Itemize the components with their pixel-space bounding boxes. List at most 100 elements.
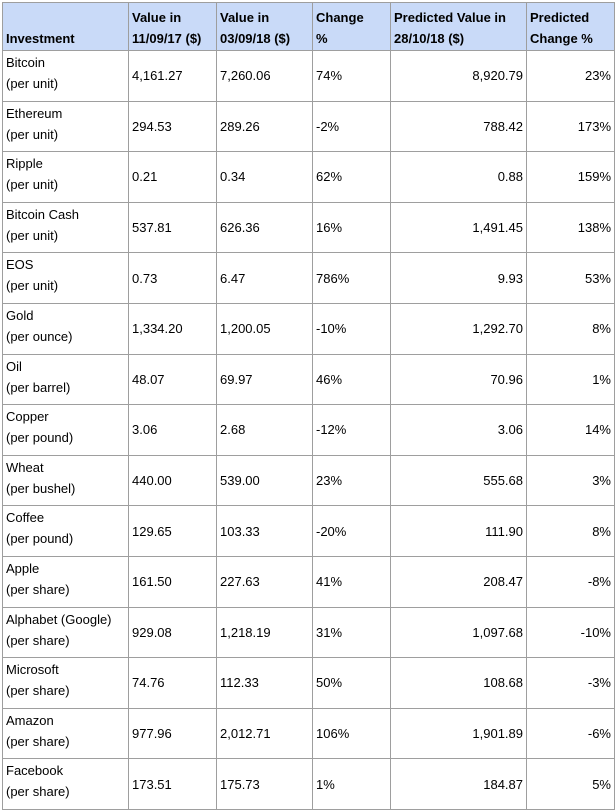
value-cell: 2,012.71 <box>216 707 313 760</box>
table-row: Ethereum (per unit) 294.53 289.26 -2% 788.42 1… <box>2 100 615 153</box>
value-cell: 111.90 <box>390 505 527 557</box>
value-cell: 74% <box>312 50 391 102</box>
value-cell: 46% <box>312 353 391 406</box>
cell-text: (per pound) <box>6 430 74 446</box>
value-cell: -20% <box>312 505 391 557</box>
table-body: Bitcoin (per unit) 4,161.27 7,260.06 74% 8,92… <box>2 50 615 810</box>
cell-text: 0.21 <box>132 169 158 185</box>
cell-text: 50% <box>316 675 343 691</box>
cell-text: 1% <box>592 371 611 387</box>
value-cell: 929.08 <box>128 606 217 659</box>
cell-text: 1,097.68 <box>472 624 523 640</box>
investment-cell: Alphabet (Google) (per share) <box>2 606 129 659</box>
value-cell: 3.06 <box>128 404 217 456</box>
header-cell: Predicted Change % <box>526 2 615 51</box>
value-cell: 50% <box>312 657 391 709</box>
cell-text: (per barrel) <box>6 379 71 395</box>
cell-text: Oil <box>6 358 22 374</box>
cell-text: Change % <box>530 31 593 46</box>
value-cell: 0.21 <box>128 151 217 203</box>
cell-text: -10% <box>316 321 347 337</box>
cell-text: 1,491.45 <box>472 220 523 236</box>
value-cell: 1,097.68 <box>390 606 527 659</box>
cell-text: 53% <box>584 270 611 286</box>
cell-text: 555.68 <box>483 473 523 489</box>
value-cell: 31% <box>312 606 391 659</box>
value-cell: 41% <box>312 555 391 608</box>
value-cell: 112.33 <box>216 657 313 709</box>
cell-text: 31% <box>316 624 343 640</box>
value-cell: 62% <box>312 151 391 203</box>
cell-text: 788.42 <box>483 118 523 134</box>
cell-text: 70.96 <box>490 371 523 387</box>
value-cell: 53% <box>526 252 615 304</box>
value-cell: 5% <box>526 758 615 810</box>
cell-text: 129.65 <box>132 523 172 539</box>
cell-text: (per unit) <box>6 278 59 294</box>
cell-text: Change <box>316 10 364 25</box>
cell-text: 41% <box>316 574 343 590</box>
cell-text: 626.36 <box>220 220 260 236</box>
cell-text: 2,012.71 <box>220 726 271 742</box>
value-cell: 175.73 <box>216 758 313 810</box>
value-cell: 786% <box>312 252 391 304</box>
cell-text: (per share) <box>6 683 70 699</box>
cell-text: 5% <box>592 776 611 792</box>
cell-text: (per pound) <box>6 531 74 547</box>
value-cell: 8% <box>526 302 615 355</box>
investment-cell: Facebook (per share) <box>2 758 129 810</box>
value-cell: 555.68 <box>390 454 527 507</box>
value-cell: 1% <box>312 758 391 810</box>
value-cell: 1% <box>526 353 615 406</box>
value-cell: 0.73 <box>128 252 217 304</box>
header-cell: Value in 11/09/17 ($) <box>128 2 217 51</box>
cell-text: (per ounce) <box>6 328 73 344</box>
cell-text: 112.33 <box>220 675 259 691</box>
cell-text: Microsoft <box>6 662 59 678</box>
investment-cell: Ethereum (per unit) <box>2 100 129 153</box>
table-row: Bitcoin Cash (per unit) 537.81 626.36 16% 1,4… <box>2 201 615 254</box>
value-cell: 70.96 <box>390 353 527 406</box>
cell-text: Bitcoin <box>6 55 46 70</box>
table-row: Facebook (per share) 173.51 175.73 1% 184.87 5… <box>2 758 615 810</box>
cell-text: 111.90 <box>485 523 523 539</box>
cell-text: Value in <box>132 10 182 25</box>
value-cell: 294.53 <box>128 100 217 153</box>
cell-text: 289.26 <box>220 118 260 134</box>
cell-text: 227.63 <box>220 574 260 590</box>
value-cell: 1,292.70 <box>390 302 527 355</box>
header-cell: Predicted Value in 28/10/18 ($) <box>390 2 527 51</box>
value-cell: 1,334.20 <box>128 302 217 355</box>
cell-text: 8% <box>592 523 611 539</box>
value-cell: 1,901.89 <box>390 707 527 760</box>
investment-cell: Oil (per barrel) <box>2 353 129 406</box>
cell-text: Amazon <box>6 712 54 728</box>
value-cell: 289.26 <box>216 100 313 153</box>
table-row: Ripple (per unit) 0.21 0.34 62% 0.88 159% <box>2 151 615 203</box>
value-cell: 161.50 <box>128 555 217 608</box>
value-cell: 4,161.27 <box>128 50 217 102</box>
cell-text: 7,260.06 <box>220 68 271 84</box>
value-cell: 184.87 <box>390 758 527 810</box>
investment-cell: Microsoft (per share) <box>2 657 129 709</box>
cell-text: 539.00 <box>220 473 260 489</box>
investment-cell: Amazon (per share) <box>2 707 129 760</box>
cell-text: 103.33 <box>220 523 260 539</box>
value-cell: -12% <box>312 404 391 456</box>
value-cell: 2.68 <box>216 404 313 456</box>
cell-text: 0.34 <box>220 169 246 185</box>
header-cell: Change% <box>312 2 391 51</box>
value-cell: 69.97 <box>216 353 313 406</box>
cell-text: Bitcoin Cash <box>6 206 79 222</box>
cell-text: 1,200.05 <box>220 321 271 337</box>
cell-text: EOS <box>6 257 34 273</box>
value-cell: 9.93 <box>390 252 527 304</box>
value-cell: 977.96 <box>128 707 217 760</box>
cell-text: 786% <box>316 270 350 286</box>
cell-text: 46% <box>316 371 343 387</box>
investment-cell: Wheat (per bushel) <box>2 454 129 507</box>
cell-text: Alphabet (Google) <box>6 611 112 627</box>
cell-text: 3.06 <box>132 422 158 438</box>
cell-text: -10% <box>580 624 611 640</box>
